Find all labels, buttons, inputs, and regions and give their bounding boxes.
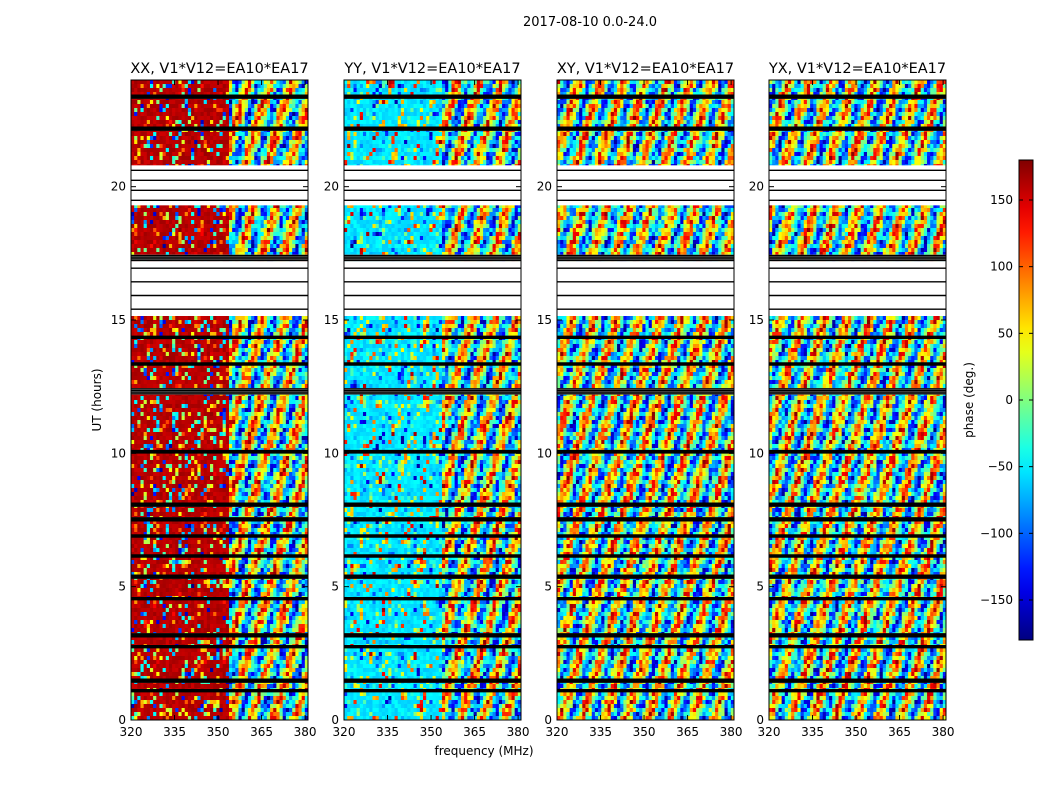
x-tick-label: 335	[801, 725, 824, 739]
y-tick-label: 10	[324, 446, 339, 460]
y-tick-label: 0	[118, 713, 126, 727]
heatmap-image-yy	[344, 80, 521, 720]
y-tick-label: 5	[331, 580, 339, 594]
y-tick-label: 10	[537, 446, 552, 460]
y-tick-label: 15	[749, 313, 764, 327]
colorbar: 150 100 50 0 −50 −100 −150	[980, 159, 1034, 641]
x-tick-label: 350	[420, 725, 443, 739]
figure-suptitle: 2017-08-10 0.0-24.0	[523, 15, 657, 30]
x-tick-label: 335	[163, 725, 186, 739]
panel-frame	[130, 79, 309, 721]
panel-title-yy: YY, V1*V12=EA10*EA17	[343, 61, 520, 77]
panel-xy: XY, V1*V12=EA10*EA17 320 335 350 365 380 0 5 10 1…	[537, 61, 743, 739]
heatmap-image-xy	[557, 80, 734, 720]
colorbar-tick-label: −150	[980, 593, 1013, 607]
panel-title-xx: XX, V1*V12=EA10*EA17	[130, 61, 308, 77]
x-tick-label: 320	[333, 725, 356, 739]
y-tick-label: 10	[749, 446, 764, 460]
y-tick-label: 20	[111, 180, 126, 194]
y-tick-label: 20	[749, 180, 764, 194]
y-tick-label: 20	[537, 180, 552, 194]
colorbar-tick-label: −100	[980, 526, 1013, 540]
x-tick-label: 350	[633, 725, 656, 739]
x-tick-label: 320	[120, 725, 143, 739]
x-tick-label: 320	[546, 725, 569, 739]
x-tick-label: 365	[676, 725, 699, 739]
panel-yy: YY, V1*V12=EA10*EA17 320 335 350 365 380 0 5 10 1…	[324, 61, 530, 739]
x-axis-label: frequency (MHz)	[434, 744, 533, 758]
y-tick-label: 0	[544, 713, 552, 727]
x-tick-label: 380	[294, 725, 317, 739]
heatmap-image-yx	[769, 80, 946, 720]
y-tick-label: 15	[324, 313, 339, 327]
y-tick-label: 15	[111, 313, 126, 327]
x-tick-label: 320	[758, 725, 781, 739]
panel-frame	[768, 79, 947, 721]
panel-yx: YX, V1*V12=EA10*EA17 320 335 350 365 380 0 5 10 1…	[749, 61, 955, 739]
y-tick-label: 10	[111, 446, 126, 460]
colorbar-tick-label: 100	[990, 260, 1013, 274]
x-tick-label: 380	[932, 725, 955, 739]
panel-xx: XX, V1*V12=EA10*EA17 320 335 350 365 380 0 5 10 1…	[111, 61, 317, 739]
x-tick-label: 350	[207, 725, 230, 739]
colorbar-tick-label: −50	[988, 460, 1013, 474]
panel-frame	[343, 79, 522, 721]
y-tick-label: 0	[331, 713, 339, 727]
y-axis-label: UT (hours)	[90, 368, 104, 431]
x-tick-label: 380	[507, 725, 530, 739]
heatmap-image-xx	[131, 80, 308, 720]
y-tick-label: 5	[756, 580, 764, 594]
panel-frame	[556, 79, 735, 721]
colorbar-tick-label: 50	[998, 326, 1013, 340]
colorbar-tick-label: 0	[1005, 393, 1013, 407]
y-tick-label: 0	[756, 713, 764, 727]
y-tick-label: 5	[544, 580, 552, 594]
x-tick-label: 335	[589, 725, 612, 739]
colorbar-label: phase (deg.)	[962, 362, 976, 438]
panel-title-yx: YX, V1*V12=EA10*EA17	[768, 61, 946, 77]
y-tick-label: 5	[118, 580, 126, 594]
y-tick-label: 15	[537, 313, 552, 327]
y-tick-label: 20	[324, 180, 339, 194]
panels-group: XX, V1*V12=EA10*EA17 320 335 350 365 380 0 5 10 1…	[111, 61, 955, 739]
colorbar-tick-label: 150	[990, 193, 1013, 207]
x-tick-label: 335	[376, 725, 399, 739]
x-tick-label: 365	[250, 725, 273, 739]
x-tick-label: 350	[845, 725, 868, 739]
x-tick-label: 365	[888, 725, 911, 739]
panel-title-xy: XY, V1*V12=EA10*EA17	[557, 61, 734, 77]
x-tick-label: 365	[463, 725, 486, 739]
x-tick-label: 380	[720, 725, 743, 739]
